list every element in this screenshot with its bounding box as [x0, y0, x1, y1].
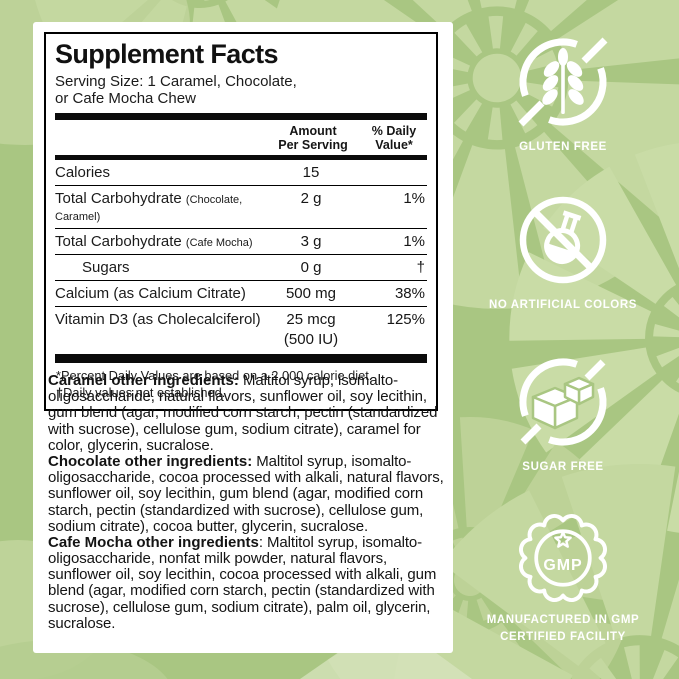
chocolate-ingredients-text: Maltitol syrup, isomalto-oligosaccharide…: [48, 452, 444, 535]
badge-sugar-free: SUGAR FREE: [468, 352, 658, 476]
no-artificial-colors-icon: [519, 196, 607, 284]
divider-thick-bottom: [55, 354, 427, 364]
other-ingredients-section: Caramel other ingredients: Maltitol syru…: [48, 372, 446, 632]
nutrient-amount: 0 g: [300, 259, 322, 277]
nutrient-name: Vitamin D3 (as Cholecalciferol): [55, 311, 261, 329]
supplement-facts-title: Supplement Facts: [55, 39, 279, 69]
caramel-ingredients-text: Maltitol syrup, isomalto-oligosaccharide…: [48, 372, 438, 454]
gluten-free-icon: [518, 37, 608, 127]
nutrient-daily-value: 125%: [386, 311, 425, 329]
flask-glyph: [544, 210, 582, 265]
nutrient-amount: 25 mcg: [286, 311, 336, 329]
table-column-headers: Amount Per Serving % Daily Value*: [55, 120, 427, 156]
nutrient-name-variant: (Cafe Mocha): [185, 237, 253, 250]
badge-label-sugar-free: SUGAR FREE: [522, 461, 604, 473]
table-row-calcium: Calcium (as Calcium Citrate) 500 mg 38%: [55, 280, 427, 306]
nutrient-name: Total Carbohydrate: [55, 233, 182, 251]
cafe-mocha-ingredients-text: : Maltitol syrup, isomalto-oligosacchari…: [48, 533, 437, 632]
footnotes: *Percent Daily Values are based on a 2,0…: [55, 363, 427, 402]
cubes-glyph: [531, 376, 595, 430]
nutrient-name: Sugars: [82, 259, 130, 277]
gmp-badge-text: GMP: [543, 557, 582, 574]
chocolate-ingredients-label: Chocolate other ingredients:: [48, 452, 253, 470]
column-header-daily-value: % Daily Value*: [371, 123, 417, 152]
nutrient-amount: 500 mg: [285, 285, 337, 303]
badge-label-gluten-free: GLUTEN FREE: [519, 141, 607, 153]
label-panel: Supplement Facts Serving Size: 1 Caramel…: [33, 22, 453, 653]
nutrient-name-variant: (Chocolate, Caramel): [55, 194, 243, 224]
badge-no-artificial-colors: NO ARTIFICIAL COLORS: [468, 190, 658, 314]
badge-label-gmp: MANUFACTURED IN GMP CERTIFIED FACILITY: [486, 614, 640, 644]
table-row-calories: Calories 15: [55, 160, 427, 185]
serving-size-line2: or Cafe Mocha Chew: [55, 90, 196, 108]
badge-gmp: GMP MANUFACTURED IN GMP CERTIFIED FACILI…: [468, 511, 658, 647]
caramel-ingredients-label: Caramel other ingredients:: [48, 372, 239, 389]
nutrient-daily-value: 1%: [403, 233, 425, 251]
table-row-carb-cafe-mocha: Total Carbohydrate (Cafe Mocha) 3 g 1%: [55, 228, 427, 254]
gmp-badge-icon: GMP: [518, 513, 608, 603]
nutrient-daily-value: †: [416, 259, 425, 277]
table-row-vitamin-d3: Vitamin D3 (as Cholecalciferol) 25 mcg (5…: [55, 306, 427, 352]
wheat-glyph: [542, 48, 584, 114]
nutrient-table: Calories 15 Total Carbohydrate (Chocolat…: [55, 160, 427, 352]
serving-size-line1: Serving Size: 1 Caramel, Chocolate,: [55, 72, 297, 90]
sugar-cubes-icon: [519, 358, 607, 446]
nutrient-daily-value: 1%: [403, 190, 425, 208]
footnote-percent-daily-values: *Percent Daily Values are based on a 2,0…: [56, 368, 373, 384]
supplement-facts-box: Supplement Facts Serving Size: 1 Caramel…: [44, 32, 438, 412]
nutrient-name: Total Carbohydrate: [55, 190, 182, 208]
column-header-amount: Amount Per Serving: [278, 123, 348, 152]
cafe-mocha-ingredients-label: Cafe Mocha other ingredients: [48, 533, 259, 551]
table-row-sugars: Sugars 0 g †: [55, 254, 427, 280]
table-row-carb-chocolate-caramel: Total Carbohydrate (Chocolate, Caramel) …: [55, 185, 427, 228]
chocolate-ingredients-paragraph: Chocolate other ingredients: Maltitol sy…: [48, 452, 446, 535]
nutrient-amount: 2 g: [300, 190, 322, 208]
nutrient-name: Calories: [55, 164, 111, 182]
nutrient-daily-value: 38%: [394, 285, 425, 303]
star-glyph: [554, 530, 572, 548]
badge-label-no-artificial-colors: NO ARTIFICIAL COLORS: [488, 299, 638, 311]
nutrient-amount-iu: (500 IU): [283, 331, 339, 349]
footnote-dagger: †Daily values not established.: [56, 384, 226, 400]
citrus-slice-right: [509, 141, 679, 535]
divider-medium: [55, 155, 427, 161]
divider-thick-top: [55, 112, 427, 120]
caramel-ingredients-paragraph: Caramel other ingredients: Maltitol syru…: [48, 372, 446, 454]
nutrient-amount: 15: [302, 164, 320, 182]
citrus-slice-bottom-right: [392, 464, 679, 679]
nutrient-amount: 3 g: [300, 233, 322, 251]
badge-gluten-free: GLUTEN FREE: [468, 32, 658, 156]
nutrient-name: Calcium (as Calcium Citrate): [55, 285, 246, 303]
cafe-mocha-ingredients-paragraph: Cafe Mocha other ingredients: Maltitol s…: [48, 533, 446, 632]
